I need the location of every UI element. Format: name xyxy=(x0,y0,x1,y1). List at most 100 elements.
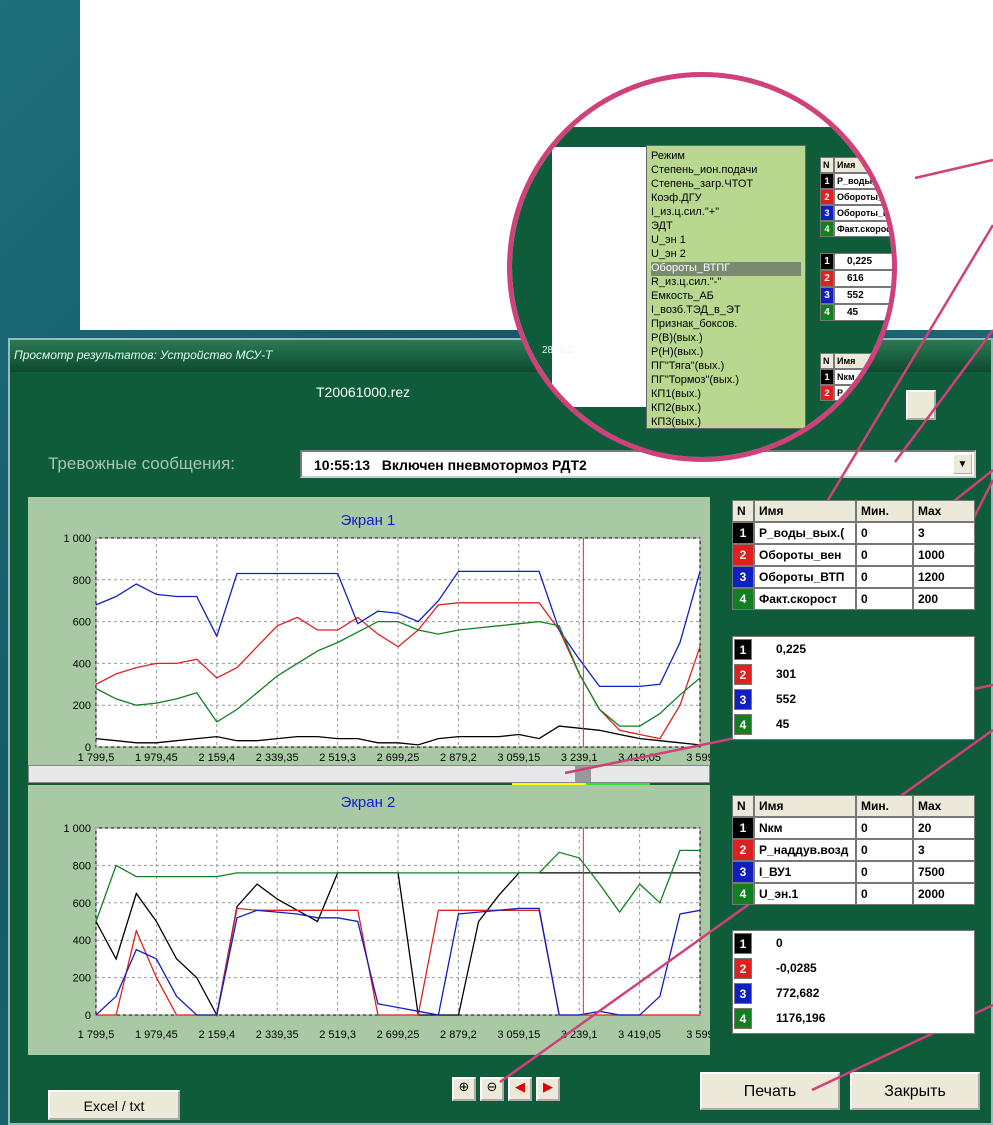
x-tick-label: 2 339,35 xyxy=(256,1029,299,1041)
table-cell: 0 xyxy=(856,861,913,883)
row-number: 1 xyxy=(732,522,754,544)
table-cell: Nкм xyxy=(754,817,856,839)
list-item[interactable]: Обороты_ВТПГ xyxy=(651,262,801,276)
reading-value: 0 xyxy=(756,933,966,954)
column-header: Мин. xyxy=(856,795,913,817)
table-cell: Обороты_ВТП xyxy=(754,566,856,588)
row-number: 2 xyxy=(820,385,834,401)
row-number: 3 xyxy=(732,566,754,588)
axis-fragment: 2879,2 xyxy=(542,345,573,356)
list-item[interactable]: Степень_загр.ЧТОТ xyxy=(651,178,801,192)
column-header: Имя xyxy=(834,353,897,369)
x-tick-label: 2 519,3 xyxy=(319,752,356,764)
table-cell: 1000 xyxy=(913,544,975,566)
y-tick-label: 200 xyxy=(73,700,91,712)
reading-value: 552 xyxy=(834,287,897,304)
row-number: 1 xyxy=(820,369,834,385)
column-header: Имя xyxy=(754,795,856,817)
row-number: 2 xyxy=(820,270,834,287)
list-item[interactable]: Режим xyxy=(651,150,801,164)
reading-value: 0,225 xyxy=(756,639,966,660)
table-cell: Обороты_вен xyxy=(754,544,856,566)
column-header: N xyxy=(820,353,834,369)
x-tick-label: 3 599 xyxy=(686,1029,710,1041)
scroll-left[interactable]: ◀ xyxy=(508,1077,532,1101)
list-item[interactable]: U_эн 1 xyxy=(651,234,801,248)
dropdown-arrow[interactable]: ▼ xyxy=(953,454,972,474)
zoom-out[interactable]: ⊖ xyxy=(480,1077,504,1101)
list-item[interactable]: P(H)(вых.) xyxy=(651,346,801,360)
reading-value: 45 xyxy=(756,714,966,735)
row-number: 2 xyxy=(734,958,752,979)
table-cell: 7500 xyxy=(913,861,975,883)
table-cell: 0 xyxy=(856,522,913,544)
reading-value: 772,682 xyxy=(756,983,966,1004)
reading-value: 1176,196 xyxy=(756,1008,966,1029)
list-item[interactable]: Коэф.ДГУ xyxy=(651,192,801,206)
table-cell: 3 xyxy=(913,839,975,861)
table-cell: P_наддув.возд xyxy=(754,839,856,861)
row-number: 1 xyxy=(820,173,834,189)
y-tick-label: 800 xyxy=(73,575,91,587)
list-item[interactable]: I_из.ц.сил."+" xyxy=(651,206,801,220)
list-item[interactable]: КП1(вых.) xyxy=(651,388,801,402)
column-header: N xyxy=(732,795,754,817)
table-cell: 0 xyxy=(856,566,913,588)
x-tick-label: 2 339,35 xyxy=(256,752,299,764)
table-cell: 20 xyxy=(913,817,975,839)
reading-value: 616 xyxy=(834,270,897,287)
column-header: N xyxy=(732,500,754,522)
y-tick-label: 0 xyxy=(85,1010,91,1022)
table-cell: 2000 xyxy=(913,883,975,905)
scroll-right[interactable]: ▶ xyxy=(536,1077,560,1101)
table-cell: Факт.скорост xyxy=(754,588,856,610)
x-tick-label: 3 419,05 xyxy=(618,1029,661,1041)
excel-button[interactable]: Excel / txt xyxy=(48,1090,180,1120)
row-number: 2 xyxy=(734,664,752,685)
list-item[interactable]: P(B)(вых.) xyxy=(651,332,801,346)
scrollbar[interactable] xyxy=(28,765,710,783)
list-item[interactable]: Емкость_АБ xyxy=(651,290,801,304)
export-icon[interactable] xyxy=(906,390,936,420)
row-number: 3 xyxy=(820,287,834,304)
list-item[interactable]: R_из.ц.сил."-" xyxy=(651,276,801,290)
y-tick-label: 0 xyxy=(85,742,91,754)
x-tick-label: 2 699,25 xyxy=(377,1029,420,1041)
y-tick-label: 600 xyxy=(73,617,91,629)
scroll-thumb[interactable] xyxy=(575,766,591,782)
list-item[interactable]: КП3(вых.) xyxy=(651,416,801,429)
column-header: Max xyxy=(913,500,975,522)
x-tick-label: 2 879,2 xyxy=(440,1029,477,1041)
x-tick-label: 1 979,45 xyxy=(135,1029,178,1041)
list-item[interactable]: ПГ"Тормоз"(вых.) xyxy=(651,374,801,388)
x-tick-label: 1 799,5 xyxy=(78,752,115,764)
row-number: 4 xyxy=(820,221,834,237)
x-tick-label: 3 599 xyxy=(686,752,710,764)
row-number: 1 xyxy=(734,933,752,954)
list-item[interactable]: I_возб.ТЭД_в_ЭТ xyxy=(651,304,801,318)
table-cell: P_ xyxy=(834,385,897,401)
x-tick-label: 3 059,15 xyxy=(497,1029,540,1041)
reading-value: 45 xyxy=(834,304,897,321)
table-cell: Обороты_ВТП xyxy=(834,189,897,205)
row-number: 4 xyxy=(732,883,754,905)
list-item[interactable]: КП2(вых.) xyxy=(651,402,801,416)
list-item[interactable]: Степень_ион.подачи xyxy=(651,164,801,178)
table-cell: 0 xyxy=(856,544,913,566)
reading-value: 301 xyxy=(756,664,966,685)
zoom-in[interactable]: ⊕ xyxy=(452,1077,476,1101)
row-number: 1 xyxy=(820,253,834,270)
chart-title: Экран 1 xyxy=(341,512,396,529)
reading-value: -0,0285 xyxy=(756,958,966,979)
lens-plot xyxy=(552,147,652,407)
list-item[interactable]: ЭДТ xyxy=(651,220,801,234)
list-item[interactable]: U_эн 2 xyxy=(651,248,801,262)
close-button[interactable]: Закрыть xyxy=(850,1072,980,1110)
list-item[interactable]: Признак_боксов. xyxy=(651,318,801,332)
print-button[interactable]: Печать xyxy=(700,1072,840,1110)
list-item[interactable]: ПГ"Тяга"(вых.) xyxy=(651,360,801,374)
x-tick-label: 2 879,2 xyxy=(440,752,477,764)
